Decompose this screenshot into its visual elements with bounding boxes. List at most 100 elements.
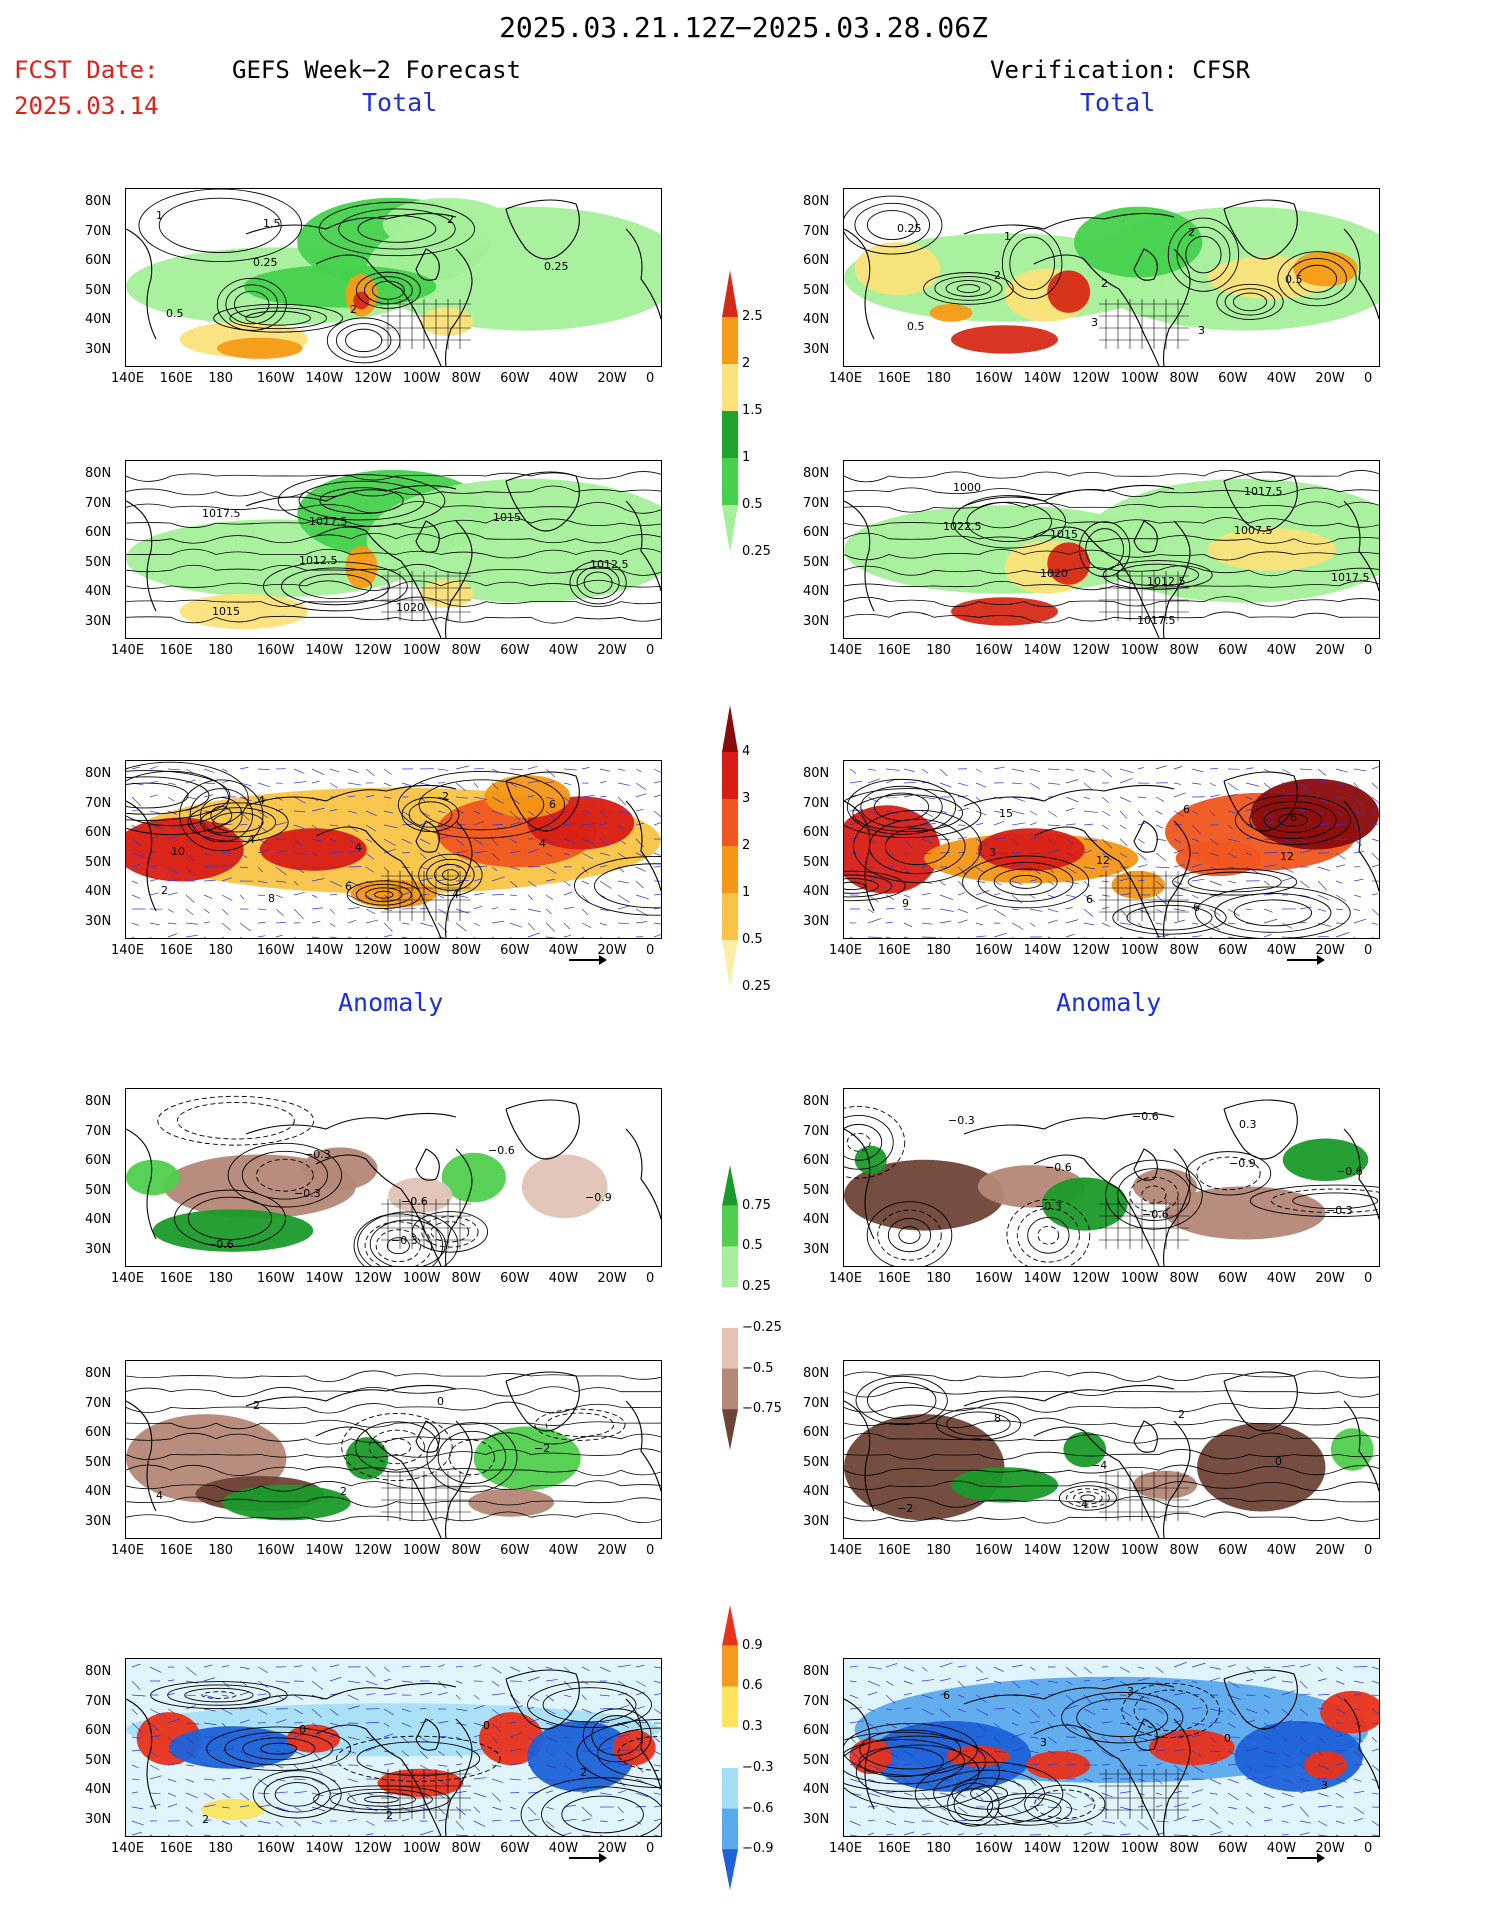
lon-tick-label: 80W — [1169, 371, 1199, 386]
lat-tick-label: 50N — [803, 854, 830, 870]
lon-tick-label: 40W — [548, 371, 579, 386]
lon-tick-label: 160E — [877, 1543, 911, 1558]
map-canvas: 4 2 0 −2 8 −4 — [844, 1370, 1379, 1538]
lon-tick-label: 80W — [451, 371, 481, 386]
contour-label: 1000 — [953, 481, 981, 494]
lon-tick-label: 160W — [974, 943, 1013, 958]
lon-tick-label: 100W — [1120, 643, 1159, 658]
contour-label: −0.9 — [585, 1191, 612, 1204]
lon-tick-label: 140W — [1023, 1543, 1062, 1558]
contour-label: 1022.5 — [943, 520, 982, 533]
lat-tick-label: 40N — [803, 884, 830, 899]
right-total-label: Total — [1080, 88, 1156, 117]
lon-tick-label: 180 — [208, 1841, 234, 1856]
lon-tick-label: 180 — [926, 1543, 952, 1558]
map-canvas: 2 0 −2 4 2 — [126, 1370, 661, 1538]
left-total-label: Total — [362, 88, 438, 117]
contour-label: 1012.5 — [1147, 575, 1186, 588]
right-anomaly-label: Anomaly — [1056, 988, 1162, 1017]
lon-tick-label: 20W — [597, 1841, 627, 1856]
lat-tick-label: 70N — [85, 1395, 112, 1411]
lon-tick-label: 180 — [926, 943, 952, 958]
map-panel-7: −0.3 −0.3 −0.6 −0.9 −0.6 −0.3 −0.6 — [125, 1088, 662, 1267]
lat-tick-label: 50N — [803, 554, 830, 570]
contour-label: 2 — [161, 884, 168, 897]
lat-tick-label: 50N — [803, 1752, 830, 1768]
lon-tick-label: 60W — [500, 643, 530, 658]
lat-tick-label: 50N — [803, 1182, 830, 1198]
lon-tick-label: 120W — [354, 643, 392, 658]
lon-tick-label: 180 — [208, 371, 234, 386]
lat-tick-label: 40N — [85, 1782, 112, 1797]
lat-tick-label: 40N — [803, 312, 830, 327]
lat-tick-label: 30N — [85, 613, 112, 629]
lat-tick-label: 70N — [803, 223, 830, 239]
lat-tick-label: 80N — [803, 766, 830, 781]
colorbar-label: 0.25 — [742, 979, 771, 994]
colorbar-label: −0.3 — [742, 1759, 774, 1775]
map-panel-10: 4 2 0 −2 8 −4 — [843, 1360, 1380, 1539]
colorbar-label: 0.25 — [742, 1279, 771, 1295]
lon-tick-label: 20W — [1315, 1543, 1345, 1558]
lon-tick-label: 60W — [500, 1841, 530, 1856]
lon-tick-label: 160W — [256, 1271, 295, 1286]
contour-label: −0.3 — [1035, 1200, 1062, 1213]
lon-tick-label: 80W — [451, 1841, 481, 1856]
map-panel-4: 1022.5 1020 1017.5 1007.5 1017.5 1000 1015 1012… — [843, 460, 1380, 639]
lon-tick-label: 100W — [402, 371, 441, 386]
lon-tick-label: 160E — [159, 643, 193, 658]
contour-label: 1015 — [493, 511, 521, 524]
map-canvas: −0.3 −0.6 −0.9 −0.3 −0.3 −0.6 −0.6 0.3 −0.6 — [844, 1099, 1379, 1266]
lat-tick-label: 60N — [85, 525, 112, 540]
map-panel-9: 2 0 −2 4 2 — [125, 1360, 662, 1539]
contour-label: 15 — [999, 807, 1013, 820]
left-anomaly-label: Anomaly — [338, 988, 444, 1017]
lon-tick-label: 140E — [829, 371, 863, 386]
contour-label: 1017.5 — [1244, 485, 1283, 498]
contour-label: −0.6 — [207, 1238, 234, 1251]
lon-tick-label: 80W — [1169, 1841, 1199, 1856]
vector-reference-arrow — [1287, 959, 1321, 961]
lat-tick-label: 70N — [803, 795, 830, 811]
lon-tick-label: 160W — [256, 1543, 295, 1558]
colorbar-label: 2.5 — [742, 309, 763, 324]
contour-label: 1.5 — [263, 217, 281, 230]
left-column-heading: GEFS Week−2 Forecast — [232, 56, 521, 84]
lat-tick-label: 50N — [85, 554, 112, 570]
contour-label: 3 — [1040, 1736, 1047, 1749]
contour-label: 1 — [156, 209, 163, 222]
contour-label: 6 — [1193, 901, 1200, 914]
lat-tick-label: 70N — [803, 1693, 830, 1709]
lon-tick-label: 140W — [1023, 1841, 1062, 1856]
contour-label: 4 — [258, 794, 265, 807]
contour-label: 0.25 — [544, 260, 569, 273]
lat-tick-label: 40N — [803, 584, 830, 599]
lon-tick-label: 160E — [159, 943, 193, 958]
lon-tick-label: 100W — [1120, 1841, 1159, 1856]
lon-tick-label: 40W — [548, 943, 579, 958]
lon-tick-label: 180 — [208, 1543, 234, 1558]
fcst-date-label: FCST Date: — [14, 56, 159, 84]
lat-tick-label: 40N — [85, 884, 112, 899]
lon-tick-label: 140W — [305, 1841, 344, 1856]
lat-tick-label: 60N — [803, 525, 830, 540]
lon-tick-label: 20W — [597, 943, 627, 958]
lon-tick-label: 100W — [402, 643, 441, 658]
lon-tick-label: 40W — [548, 643, 579, 658]
colorbar-label: 0.9 — [742, 1637, 763, 1653]
map-canvas: 3 0 3 6 3 — [844, 1659, 1379, 1836]
lon-tick-label: 20W — [597, 1543, 627, 1558]
lon-tick-label: 180 — [208, 1271, 234, 1286]
colorbar-label: 0.3 — [742, 1719, 763, 1735]
lat-tick-label: 80N — [803, 1664, 830, 1679]
lat-tick-label: 50N — [85, 1454, 112, 1470]
contour-label: 1 — [1004, 230, 1011, 243]
contour-label: −0.6 — [488, 1144, 515, 1157]
vector-reference-arrow — [569, 1857, 603, 1859]
contour-label: 4 — [1081, 1498, 1088, 1511]
contour-label: 3 — [989, 846, 996, 859]
lon-tick-label: 80W — [1169, 1271, 1199, 1286]
contour-label: −0.6 — [1132, 1110, 1159, 1123]
lon-tick-label: 180 — [926, 1841, 952, 1856]
map-panel-11: 2 0 2 2 0 — [125, 1658, 662, 1837]
